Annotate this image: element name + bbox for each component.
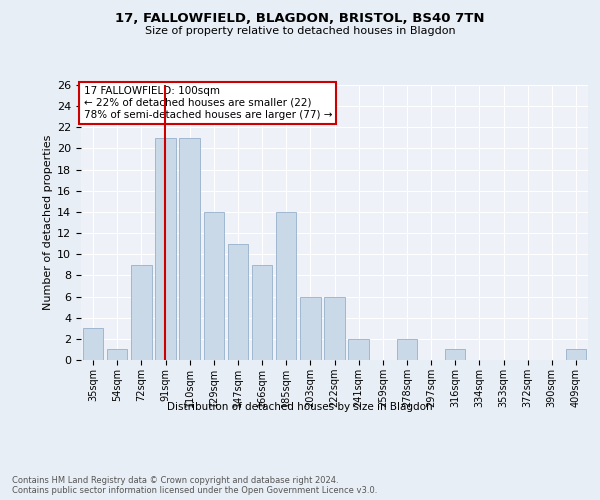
Y-axis label: Number of detached properties: Number of detached properties — [43, 135, 53, 310]
Bar — [566, 350, 586, 360]
Bar — [252, 265, 272, 360]
Text: Contains HM Land Registry data © Crown copyright and database right 2024.
Contai: Contains HM Land Registry data © Crown c… — [12, 476, 377, 495]
Text: Distribution of detached houses by size in Blagdon: Distribution of detached houses by size … — [167, 402, 433, 412]
Bar — [324, 296, 345, 360]
Bar — [300, 296, 320, 360]
Bar — [179, 138, 200, 360]
Bar — [397, 339, 417, 360]
Bar — [83, 328, 103, 360]
Bar — [155, 138, 176, 360]
Bar — [107, 350, 127, 360]
Bar — [203, 212, 224, 360]
Bar — [227, 244, 248, 360]
Bar — [445, 350, 466, 360]
Bar — [131, 265, 152, 360]
Bar — [349, 339, 369, 360]
Bar — [276, 212, 296, 360]
Text: 17 FALLOWFIELD: 100sqm
← 22% of detached houses are smaller (22)
78% of semi-det: 17 FALLOWFIELD: 100sqm ← 22% of detached… — [83, 86, 332, 120]
Text: 17, FALLOWFIELD, BLAGDON, BRISTOL, BS40 7TN: 17, FALLOWFIELD, BLAGDON, BRISTOL, BS40 … — [115, 12, 485, 26]
Text: Size of property relative to detached houses in Blagdon: Size of property relative to detached ho… — [145, 26, 455, 36]
